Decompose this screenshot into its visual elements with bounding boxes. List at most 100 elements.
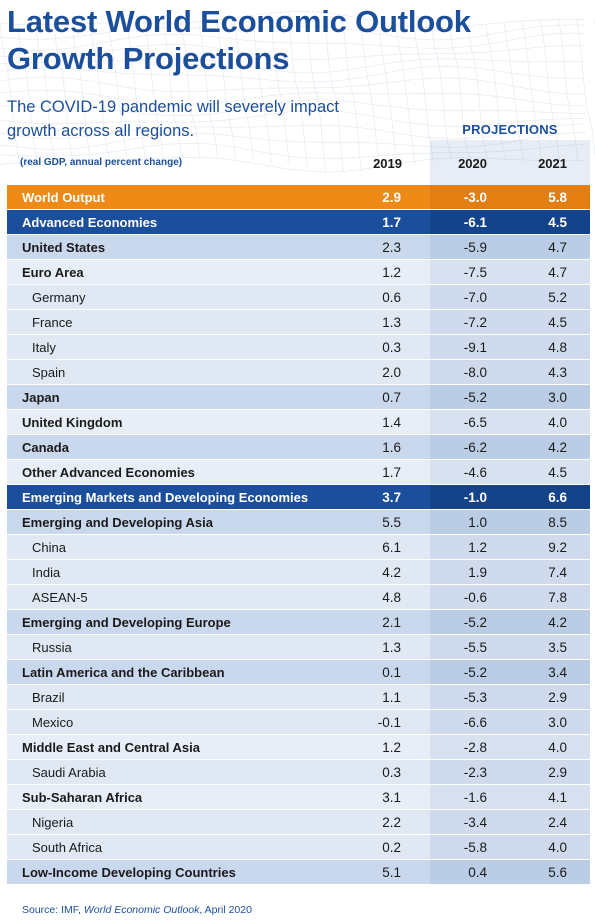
value-2020: -7.5 <box>463 265 487 280</box>
projection-cell-shade <box>430 410 590 434</box>
projection-cell-shade <box>430 360 590 384</box>
projection-cell-shade <box>430 760 590 784</box>
value-2021: 8.5 <box>548 515 567 530</box>
table-row: South Africa 0.2 -5.8 4.0 <box>7 835 590 860</box>
value-2020: -2.3 <box>463 765 487 780</box>
value-2021: 4.8 <box>548 340 567 355</box>
value-2019: 0.3 <box>382 765 401 780</box>
value-2019: 1.3 <box>382 315 401 330</box>
value-2021: 9.2 <box>548 540 567 555</box>
value-2020: -6.6 <box>463 715 487 730</box>
row-label: Emerging and Developing Asia <box>22 515 213 530</box>
table-row: Sub-Saharan Africa 3.1 -1.6 4.1 <box>7 785 590 810</box>
projection-cell-shade <box>430 535 590 559</box>
table-row: Emerging and Developing Europe 2.1 -5.2 4.2 <box>7 610 590 635</box>
value-2020: -1.6 <box>463 790 487 805</box>
table-row: Canada 1.6 -6.2 4.2 <box>7 435 590 460</box>
value-2020: -9.1 <box>463 340 487 355</box>
row-label: Germany <box>32 290 86 305</box>
value-2019: 0.3 <box>382 340 401 355</box>
value-2019: 1.7 <box>382 465 401 480</box>
value-2021: 4.0 <box>548 740 567 755</box>
value-2020: -5.2 <box>463 390 487 405</box>
row-label: Euro Area <box>22 265 84 280</box>
row-label: France <box>32 315 73 330</box>
value-2019: 1.7 <box>382 215 401 230</box>
column-header-2019: 2019 <box>373 156 402 171</box>
projection-cell-shade <box>430 210 590 234</box>
row-label: World Output <box>22 190 105 205</box>
projection-cell-shade <box>430 835 590 859</box>
value-2021: 4.5 <box>548 315 567 330</box>
value-2021: 5.2 <box>548 290 567 305</box>
row-label: Saudi Arabia <box>32 765 106 780</box>
row-label: ASEAN-5 <box>32 590 88 605</box>
table-row: Germany 0.6 -7.0 5.2 <box>7 285 590 310</box>
row-label: Emerging Markets and Developing Economie… <box>22 490 309 505</box>
row-label: India <box>32 565 61 580</box>
row-label: Brazil <box>32 690 65 705</box>
value-2021: 4.0 <box>548 840 567 855</box>
row-label: Spain <box>32 365 66 380</box>
value-2019: 4.2 <box>382 565 401 580</box>
value-2019: 2.0 <box>382 365 401 380</box>
value-2021: 7.8 <box>548 590 567 605</box>
table-row: Advanced Economies 1.7 -6.1 4.5 <box>7 210 590 235</box>
value-2021: 4.7 <box>548 240 567 255</box>
value-2020: -7.2 <box>463 315 487 330</box>
value-2021: 4.1 <box>548 790 567 805</box>
value-2020: -7.0 <box>463 290 487 305</box>
value-2019: 4.8 <box>382 590 401 605</box>
table-row: Euro Area 1.2 -7.5 4.7 <box>7 260 590 285</box>
value-2020: -5.2 <box>463 665 487 680</box>
value-2019: 1.2 <box>382 740 401 755</box>
projection-cell-shade <box>430 385 590 409</box>
value-2019: 0.2 <box>382 840 401 855</box>
value-2021: 6.6 <box>548 490 567 505</box>
value-2020: -3.4 <box>463 815 487 830</box>
projection-cell-shade <box>430 185 590 209</box>
value-2021: 2.9 <box>548 690 567 705</box>
table-row: Russia 1.3 -5.5 3.5 <box>7 635 590 660</box>
value-2021: 5.6 <box>548 865 567 880</box>
table-row: ASEAN-5 4.8 -0.6 7.8 <box>7 585 590 610</box>
value-2019: 5.1 <box>382 865 401 880</box>
table-row: Spain 2.0 -8.0 4.3 <box>7 360 590 385</box>
projection-cell-shade <box>430 285 590 309</box>
value-2021: 4.2 <box>548 440 567 455</box>
row-label: Japan <box>22 390 60 405</box>
row-label: Mexico <box>32 715 74 730</box>
value-2019: 3.7 <box>382 490 401 505</box>
value-2020: -6.1 <box>463 215 487 230</box>
row-label: South Africa <box>32 840 103 855</box>
projection-cell-shade <box>430 785 590 809</box>
value-2019: 1.2 <box>382 265 401 280</box>
table-row: Saudi Arabia 0.3 -2.3 2.9 <box>7 760 590 785</box>
table-row: United Kingdom 1.4 -6.5 4.0 <box>7 410 590 435</box>
row-label: Other Advanced Economies <box>22 465 195 480</box>
value-2019: 0.7 <box>382 390 401 405</box>
value-2020: 1.9 <box>468 565 487 580</box>
value-2021: 3.5 <box>548 640 567 655</box>
value-2019: 1.4 <box>382 415 401 430</box>
value-2019: 2.2 <box>382 815 401 830</box>
table-row: Nigeria 2.2 -3.4 2.4 <box>7 810 590 835</box>
value-2019: 2.9 <box>382 190 401 205</box>
value-2021: 2.9 <box>548 765 567 780</box>
projection-cell-shade <box>430 235 590 259</box>
page-title: Latest World Economic Outlook Growth Pro… <box>7 3 592 77</box>
row-label: Low-Income Developing Countries <box>22 865 236 880</box>
projections-label: PROJECTIONS <box>462 122 558 137</box>
value-2020: 1.2 <box>468 540 487 555</box>
value-2020: -5.2 <box>463 615 487 630</box>
value-2021: 4.2 <box>548 615 567 630</box>
table-row: Japan 0.7 -5.2 3.0 <box>7 385 590 410</box>
value-2021: 4.7 <box>548 265 567 280</box>
row-label: Advanced Economies <box>22 215 158 230</box>
title-line-2: Growth Projections <box>7 41 290 76</box>
value-2020: -5.3 <box>463 690 487 705</box>
value-2020: -2.8 <box>463 740 487 755</box>
subtitle-line-2: growth across all regions. <box>7 122 195 140</box>
projection-cell-shade <box>430 735 590 759</box>
projection-cell-shade <box>430 810 590 834</box>
